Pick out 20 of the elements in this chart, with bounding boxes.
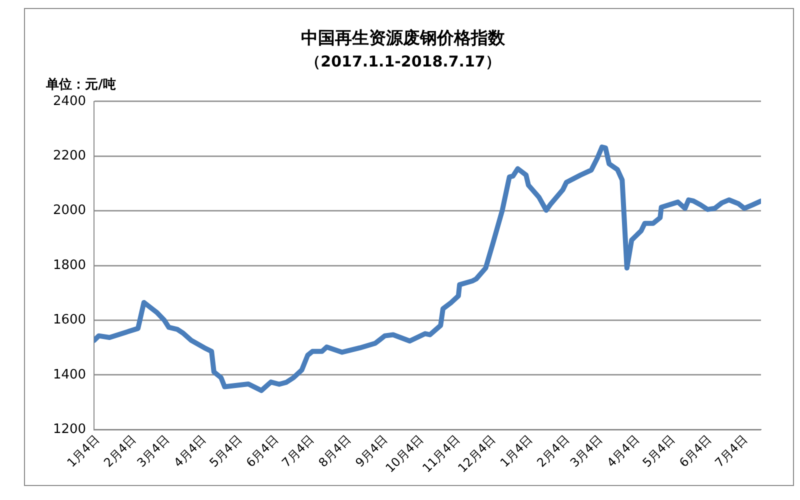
x-tick-label: 7月4日 (712, 432, 750, 470)
y-tick-label: 2000 (52, 203, 86, 218)
y-tick-label: 1800 (52, 258, 86, 273)
x-tick-label: 5月4日 (640, 432, 678, 470)
x-tick-label: 3月4日 (134, 432, 172, 470)
y-axis-title: 单位：元/吨 (45, 76, 116, 92)
y-tick-label: 2200 (52, 148, 86, 164)
x-tick-label: 6月4日 (243, 432, 282, 470)
chart-subtitle: （2017.1.1-2018.7.17） (306, 52, 500, 70)
y-tick-label: 1400 (52, 367, 86, 382)
x-tick-label: 5月4日 (206, 432, 244, 470)
y-tick-label: 2400 (52, 94, 86, 109)
y-tick-label: 1600 (52, 312, 86, 328)
chart-title: 中国再生资源废钢价格指数 (301, 28, 506, 49)
x-tick-label: 6月4日 (676, 432, 714, 470)
x-tick-label: 8月4日 (316, 432, 354, 470)
x-tick-label: 4月4日 (171, 432, 209, 470)
x-tick-label: 7月4日 (279, 432, 317, 470)
x-tick-label: 1月4日 (497, 432, 536, 470)
x-tick-label: 4月4日 (604, 432, 642, 470)
